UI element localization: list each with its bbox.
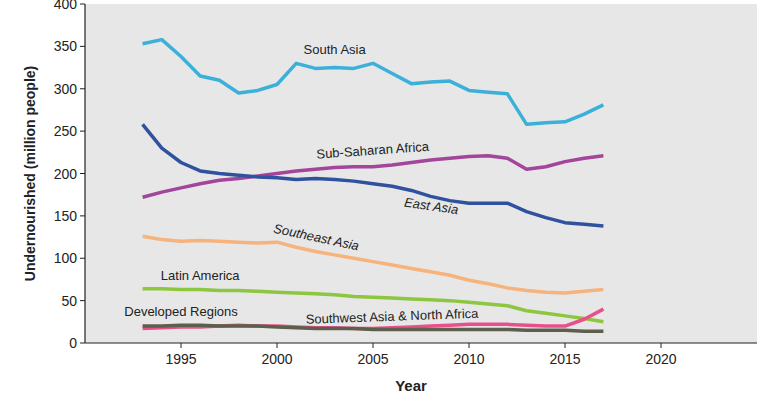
x-tick-label: 2010	[453, 351, 484, 367]
series-label: Southwest Asia & North Africa	[305, 306, 479, 327]
y-tick	[80, 258, 85, 259]
y-tick-label: 0	[69, 335, 77, 351]
y-tick	[80, 300, 85, 301]
y-tick	[80, 46, 85, 47]
y-tick	[80, 343, 85, 344]
series-label: East Asia	[403, 195, 459, 217]
plot-background	[85, 4, 757, 343]
x-tick-label: 1995	[165, 351, 196, 367]
y-tick-label: 50	[61, 293, 77, 309]
x-axis-label: Year	[395, 377, 427, 394]
y-tick-label: 200	[54, 166, 78, 182]
x-tick-label: 2000	[261, 351, 292, 367]
y-tick	[80, 4, 85, 5]
x-tick	[661, 343, 662, 348]
series-line	[143, 236, 604, 293]
x-tick-label: 2020	[645, 351, 676, 367]
series-label: Latin America	[161, 268, 241, 283]
x-tick	[373, 343, 374, 348]
y-tick	[80, 173, 85, 174]
y-tick-label: 100	[54, 250, 78, 266]
x-tick	[469, 343, 470, 348]
series-label: South Asia	[304, 42, 367, 57]
series-label: Southeast Asia	[272, 221, 360, 254]
chart: 0 50 100 150 200 250 300 350 400 1995 2000 2005 2010…	[0, 0, 782, 418]
x-tick-label: 2015	[549, 351, 580, 367]
y-tick	[80, 131, 85, 132]
series-line	[143, 40, 604, 125]
x-tick	[565, 343, 566, 348]
x-axis	[85, 342, 757, 343]
series-line	[143, 156, 604, 198]
y-tick-label: 250	[54, 123, 78, 139]
y-tick-label: 300	[54, 81, 78, 97]
y-tick-label: 350	[54, 38, 78, 54]
x-tick	[277, 343, 278, 348]
series-label: Developed Regions	[124, 304, 238, 319]
x-tick	[181, 343, 182, 348]
x-tick-label: 2005	[357, 351, 388, 367]
series-line	[143, 325, 604, 331]
series-line	[143, 124, 604, 226]
y-tick-label: 150	[54, 208, 78, 224]
y-axis-label: Undernourished (million people)	[22, 66, 38, 281]
y-tick	[80, 215, 85, 216]
y-tick-label: 400	[54, 0, 78, 12]
series-label: Sub-Saharan Africa	[316, 139, 430, 162]
y-tick	[80, 88, 85, 89]
series-group	[143, 40, 604, 332]
